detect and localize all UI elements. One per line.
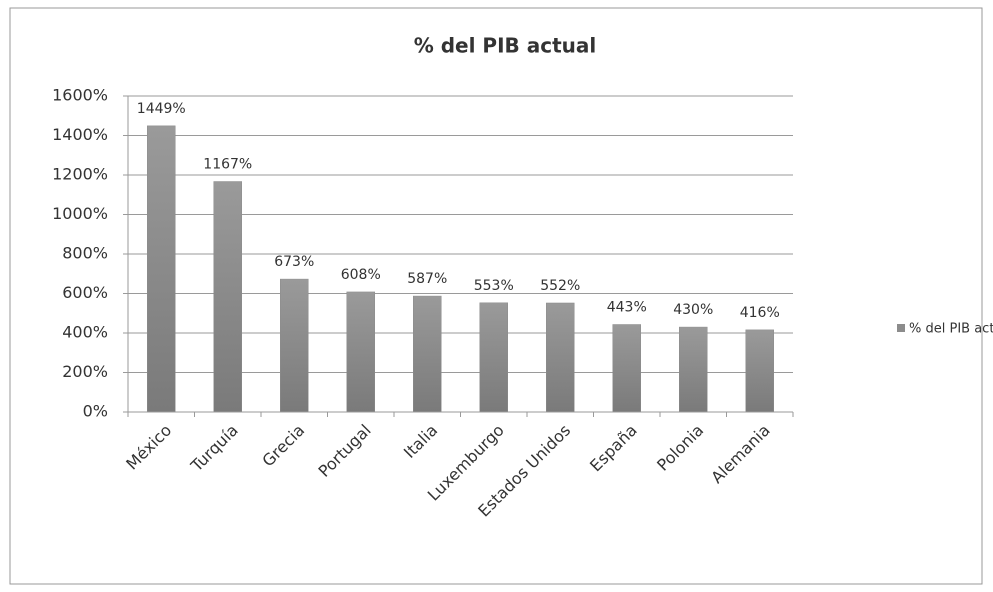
bar — [679, 326, 708, 413]
data-label: 443% — [607, 300, 647, 316]
y-tick-label: 600% — [62, 283, 108, 302]
y-tick-label: 800% — [62, 244, 108, 263]
bar — [745, 329, 774, 413]
bar — [346, 291, 375, 413]
bar — [147, 125, 176, 413]
bar — [213, 181, 242, 413]
legend-label: % del PIB actual — [909, 322, 993, 337]
y-tick-label: 1600% — [52, 86, 108, 105]
y-tick-label: 1000% — [52, 204, 108, 223]
y-tick-label: 200% — [62, 362, 108, 381]
data-label: 1167% — [203, 157, 252, 173]
y-tick-label: 400% — [62, 323, 108, 342]
data-label: 416% — [740, 305, 780, 321]
data-label: 587% — [407, 271, 447, 287]
bar — [413, 295, 442, 413]
bar — [280, 278, 309, 413]
data-label: 1449% — [137, 101, 186, 117]
legend-swatch — [897, 324, 905, 332]
y-tick-label: 0% — [83, 402, 108, 421]
y-tick-label: 1400% — [52, 125, 108, 144]
bar — [479, 302, 508, 413]
data-label: 552% — [540, 278, 580, 294]
bar — [612, 324, 641, 413]
data-label: 553% — [474, 278, 514, 294]
chart-title: % del PIB actual — [414, 34, 597, 58]
data-label: 608% — [341, 267, 381, 283]
bar — [546, 302, 575, 413]
data-label: 673% — [274, 254, 314, 270]
data-label: 430% — [673, 302, 713, 318]
y-tick-label: 1200% — [52, 165, 108, 184]
